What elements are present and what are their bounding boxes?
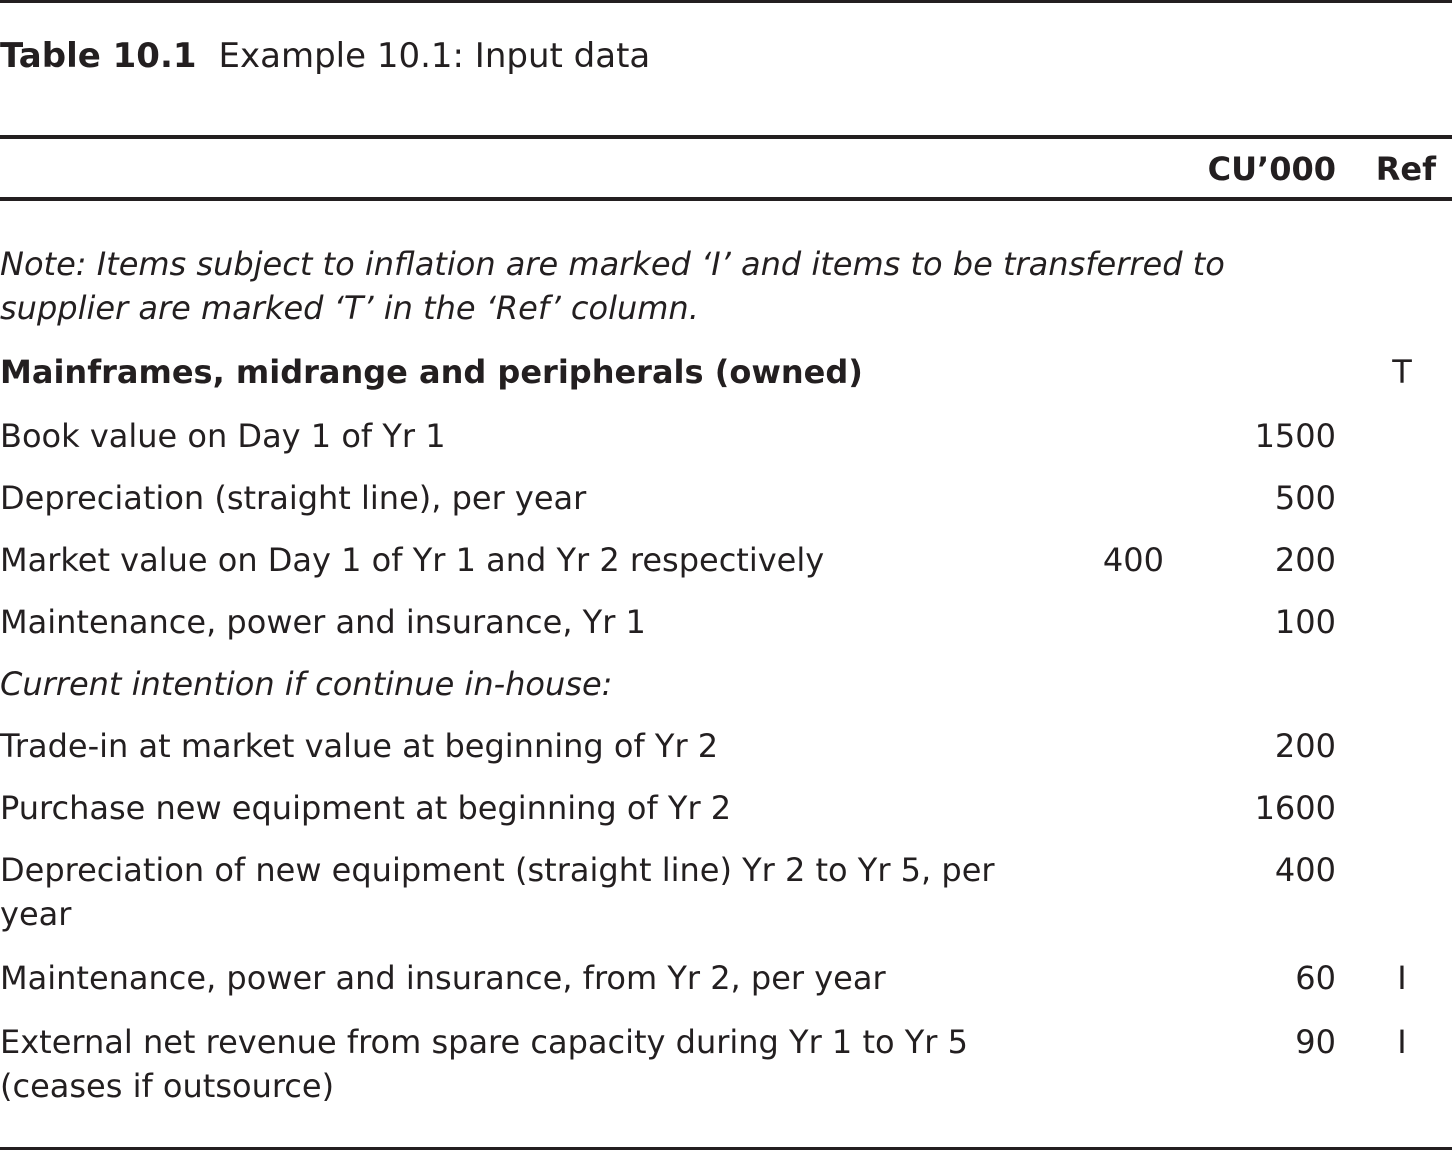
row-description: Market value on Day 1 of Yr 1 and Yr 2 r…: [0, 541, 825, 579]
row-value-cu000: 400: [1274, 851, 1336, 889]
row-description: Maintenance, power and insurance, Yr 1: [0, 603, 646, 641]
row-description: Book value on Day 1 of Yr 1: [0, 417, 446, 455]
caption-label: Table 10.1: [0, 36, 197, 76]
column-header-value: CU’000: [1207, 150, 1336, 188]
row-description: Maintenance, power and insurance, from Y…: [0, 959, 886, 997]
bottom-rule: [0, 1147, 1452, 1150]
row-value-cu000: 200: [1274, 541, 1336, 579]
header-top-rule: [0, 135, 1452, 139]
row-value-cu000: 1500: [1254, 417, 1336, 455]
row-ref: I: [1397, 959, 1407, 997]
row-description: Current intention if continue in-house:: [0, 665, 613, 703]
row-description: Trade-in at market value at beginning of…: [0, 727, 719, 765]
row-value-cu000: 90: [1295, 1023, 1336, 1061]
row-description: Depreciation (straight line), per year: [0, 479, 587, 517]
column-header-ref: Ref: [1375, 150, 1436, 188]
row-description: Depreciation of new equipment (straight …: [0, 851, 995, 933]
table-note: Note: Items subject to inflation are mar…: [0, 245, 1225, 327]
header-bottom-rule: [0, 197, 1452, 201]
table-caption: Table 10.1 Example 10.1: Input data: [0, 34, 650, 78]
row-ref: I: [1397, 1023, 1407, 1061]
row-value-1: 400: [1102, 541, 1164, 579]
top-rule: [0, 0, 1452, 3]
row-description: External net revenue from spare capacity…: [0, 1023, 968, 1105]
row-description: Purchase new equipment at beginning of Y…: [0, 789, 732, 827]
row-value-cu000: 60: [1295, 959, 1336, 997]
row-value-cu000: 200: [1274, 727, 1336, 765]
row-value-cu000: 100: [1274, 603, 1336, 641]
row-ref: T: [1392, 353, 1412, 391]
row-value-cu000: 500: [1274, 479, 1336, 517]
row-description: Mainframes, midrange and peripherals (ow…: [0, 353, 863, 391]
caption-title: Example 10.1: Input data: [218, 36, 651, 76]
row-value-cu000: 1600: [1254, 789, 1336, 827]
